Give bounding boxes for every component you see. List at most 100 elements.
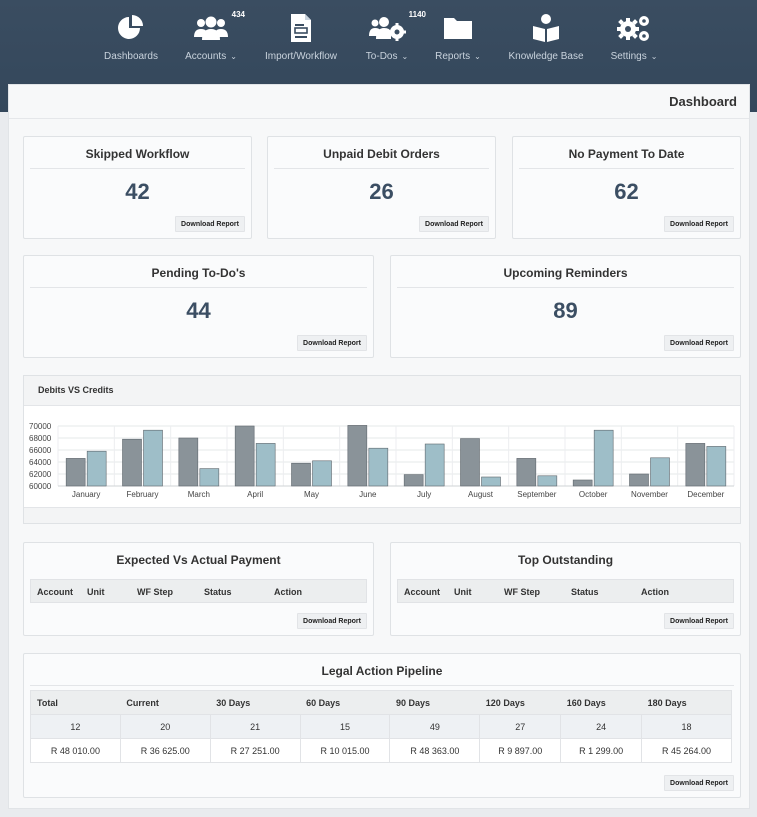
count-cell: 24: [560, 714, 643, 739]
chart-bar: [86, 450, 107, 487]
unpaid-debit-orders-card: Unpaid Debit Orders 26 Download Report: [267, 136, 496, 239]
count-cell: 15: [299, 714, 391, 739]
amount-cell: R 27 251.00: [209, 738, 301, 763]
nav-accounts[interactable]: 434 Accounts ⌄: [180, 0, 245, 70]
chart-bar: [424, 443, 445, 487]
amount-cell: R 48 010.00: [30, 738, 121, 763]
amount-cell: R 48 363.00: [389, 738, 481, 763]
column-header: 160 Days: [560, 690, 642, 715]
download-report-button[interactable]: Download Report: [297, 335, 367, 351]
chevron-down-icon: ⌄: [401, 52, 409, 61]
column-header: 30 Days: [210, 690, 301, 715]
column-header: Action: [641, 587, 669, 597]
chart-bar: [516, 458, 537, 487]
nav-settings[interactable]: Settings ⌄: [606, 0, 662, 70]
y-tick-label: 64000: [29, 458, 52, 467]
pipeline-table: Total Current 30 Days 60 Days 90 Days 12…: [30, 690, 732, 763]
chart-bar: [481, 476, 501, 487]
y-tick-label: 60000: [29, 482, 52, 491]
nav-label-reports: Reports: [435, 51, 471, 62]
chart-bar: [537, 475, 558, 487]
count-cell: 12: [30, 714, 121, 739]
y-tick-label: 70000: [29, 422, 52, 431]
nav-label-dashboards: Dashboards: [104, 51, 158, 62]
pending-todos-card: Pending To-Do's 44 Download Report: [23, 255, 374, 358]
chart-bar: [178, 437, 199, 487]
table-header: Account Unit WF Step Status Action: [397, 579, 734, 603]
chart-bar: [368, 447, 389, 487]
column-header: WF Step: [137, 587, 173, 597]
chevron-down-icon: ⌄: [474, 52, 481, 61]
folder-icon: [443, 13, 473, 43]
y-tick-label: 66000: [29, 446, 52, 455]
amount-cell: R 10 015.00: [299, 738, 391, 763]
todos-count-badge: 1140: [408, 10, 426, 19]
nav-knowledge-base[interactable]: Knowledge Base: [505, 0, 587, 70]
card-title: Upcoming Reminders: [397, 266, 734, 288]
x-tick-label: September: [517, 490, 556, 499]
legal-action-pipeline-card: Legal Action Pipeline Total Current 30 D…: [23, 653, 741, 798]
chart-bar: [122, 438, 142, 487]
amount-cell: R 9 897.00: [479, 738, 562, 763]
x-tick-label: August: [468, 490, 494, 499]
column-header: 180 Days: [641, 690, 732, 715]
chart-bar: [234, 425, 255, 487]
download-report-button[interactable]: Download Report: [419, 216, 489, 232]
column-header: WF Step: [504, 587, 540, 597]
chart-bar: [65, 458, 86, 487]
nav-import-workflow[interactable]: Import/Workflow: [262, 0, 340, 70]
y-tick-label: 62000: [29, 470, 52, 479]
download-report-button[interactable]: Download Report: [664, 613, 734, 629]
count-cell: 18: [641, 714, 732, 739]
card-value: 62: [614, 179, 639, 204]
chart-bar: [143, 429, 163, 487]
x-tick-label: May: [304, 490, 319, 499]
upcoming-reminders-card: Upcoming Reminders 89 Download Report: [390, 255, 741, 358]
y-tick-label: 68000: [29, 434, 52, 443]
column-header: Account: [37, 587, 73, 597]
count-cell: 27: [479, 714, 562, 739]
card-value: 42: [125, 179, 150, 204]
card-value: 44: [186, 298, 211, 323]
column-header: Account: [404, 587, 440, 597]
nav-reports[interactable]: Reports ⌄: [430, 0, 486, 70]
nav-label-knowledge-base: Knowledge Base: [508, 51, 584, 62]
debits-vs-credits-chart: 70000 68000 66000 64000 62000 60000 January Feb…: [29, 422, 735, 499]
chevron-down-icon: ⌄: [650, 52, 658, 61]
chart-header: Debits VS Credits: [24, 376, 740, 406]
chevron-down-icon: ⌄: [230, 52, 237, 61]
chart-bar: [685, 443, 706, 487]
amount-cell: R 36 625.00: [119, 738, 211, 763]
count-cell: 20: [119, 714, 211, 739]
card-title: No Payment To Date: [519, 147, 734, 169]
x-tick-label: January: [72, 490, 100, 499]
download-report-button[interactable]: Download Report: [664, 335, 734, 351]
users-gear-icon: 1140: [368, 10, 426, 43]
nav-dashboards[interactable]: Dashboards: [100, 0, 162, 70]
column-header: Current: [120, 690, 211, 715]
download-report-button[interactable]: Download Report: [664, 775, 734, 791]
column-header: 60 Days: [300, 690, 390, 715]
download-report-button[interactable]: Download Report: [297, 613, 367, 629]
nav-todos[interactable]: 1140 To-Dos ⌄: [360, 0, 426, 70]
chart-bar: [629, 473, 649, 487]
column-header: Unit: [454, 587, 472, 597]
table-row: 12 20 21 15 49 27 24 18: [30, 714, 732, 739]
x-tick-label: October: [579, 490, 608, 499]
download-report-button[interactable]: Download Report: [175, 216, 245, 232]
page-title: Dashboard: [669, 94, 737, 109]
card-value: 26: [369, 179, 394, 204]
table-header: Account Unit WF Step Status Action: [30, 579, 367, 603]
x-tick-label: December: [687, 490, 724, 499]
chart-bar: [291, 462, 311, 487]
chart-bar: [650, 457, 670, 487]
download-report-button[interactable]: Download Report: [664, 216, 734, 232]
chart-bar: [403, 474, 424, 487]
x-tick-label: June: [359, 490, 377, 499]
reader-book-icon: [531, 13, 561, 43]
document-icon: [289, 13, 313, 43]
count-cell: 49: [389, 714, 481, 739]
x-tick-label: July: [417, 490, 431, 499]
card-value: 89: [553, 298, 578, 323]
card-title: Top Outstanding: [517, 553, 614, 567]
